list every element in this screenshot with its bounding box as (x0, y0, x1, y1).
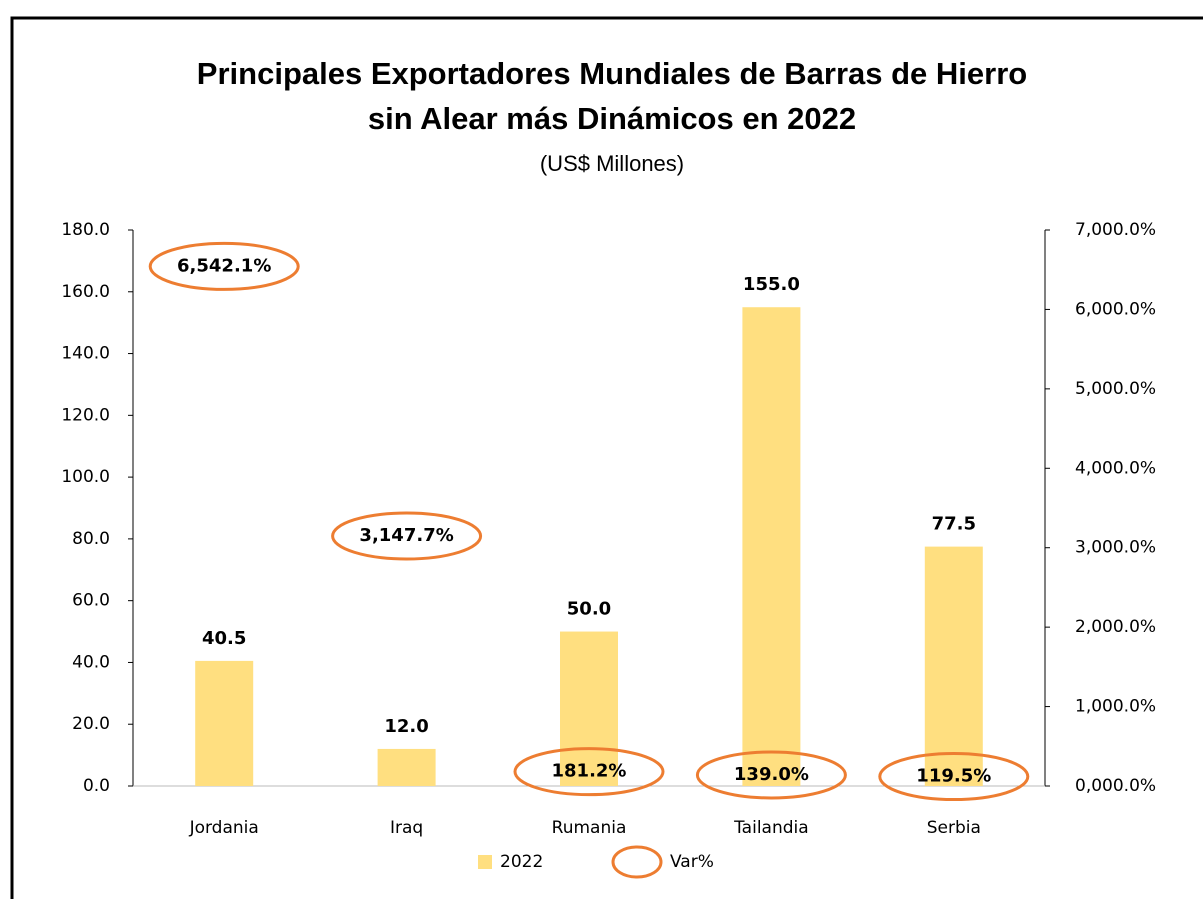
bar (742, 307, 801, 786)
x-tick-label: Jordania (189, 818, 259, 838)
data-label: 77.5 (932, 514, 976, 535)
y2-tick-label: 2,000.0% (1075, 617, 1156, 637)
legend-label: Var% (670, 852, 714, 872)
legend-swatch (611, 845, 663, 879)
y2-tick-label: 1,000.0% (1075, 697, 1156, 717)
data-label: 181.2% (552, 761, 627, 782)
y-tick-label: 140.0 (61, 344, 110, 364)
bar (924, 546, 983, 786)
data-label: 12.0 (384, 716, 428, 737)
y-tick-label: 80.0 (72, 529, 110, 549)
var-marker (331, 511, 483, 561)
y-tick-label: 20.0 (72, 714, 110, 734)
y-tick-label: 180.0 (61, 220, 110, 240)
var-marker (513, 747, 665, 797)
chart-subtitle: (US$ Millones) (540, 151, 684, 176)
x-tick-label: Rumania (552, 818, 627, 838)
bar (377, 748, 436, 786)
y-tick-label: 60.0 (72, 591, 110, 611)
frame (10, 16, 1203, 899)
data-label: 6,542.1% (177, 255, 271, 276)
y-tick-label: 0.0 (83, 776, 110, 796)
y2-tick-label: 0,000.0% (1075, 776, 1156, 796)
y-tick-label: 160.0 (61, 282, 110, 302)
x-tick-label: Tailandia (733, 818, 809, 838)
var-marker (148, 241, 300, 291)
var-marker (878, 752, 1030, 802)
var-marker (695, 750, 847, 800)
data-label: 119.5% (916, 766, 991, 787)
legend-label: 2022 (500, 852, 543, 872)
chart-title: sin Alear más Dinámicos en 2022 (368, 101, 856, 136)
y2-tick-label: 4,000.0% (1075, 458, 1156, 478)
y2-tick-label: 5,000.0% (1075, 379, 1156, 399)
data-label: 139.0% (734, 764, 809, 785)
x-tick-label: Serbia (927, 818, 981, 838)
data-label: 155.0 (743, 274, 800, 295)
y2-tick-label: 6,000.0% (1075, 299, 1156, 319)
y-tick-label: 100.0 (61, 467, 110, 487)
data-label: 3,147.7% (359, 525, 453, 546)
data-label: 50.0 (567, 599, 611, 620)
x-tick-label: Iraq (390, 818, 423, 838)
bar (195, 660, 254, 786)
data-label: 40.5 (202, 628, 246, 649)
y2-tick-label: 7,000.0% (1075, 220, 1156, 240)
y-tick-label: 120.0 (61, 405, 110, 425)
y-tick-label: 40.0 (72, 652, 110, 672)
legend-swatch (478, 855, 492, 869)
y2-tick-label: 3,000.0% (1075, 538, 1156, 558)
bar (560, 631, 618, 786)
chart-title: Principales Exportadores Mundiales de Ba… (197, 56, 1027, 91)
